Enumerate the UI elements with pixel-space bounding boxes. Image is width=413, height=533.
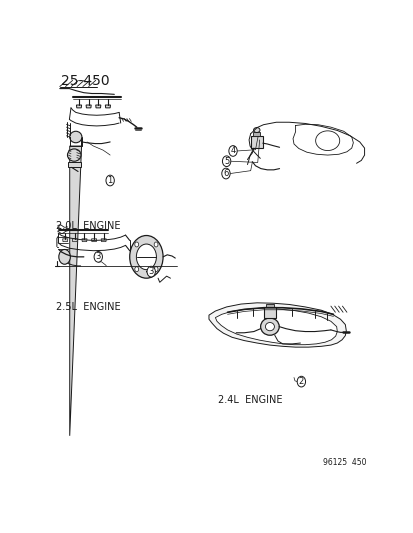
Circle shape xyxy=(136,244,156,270)
Polygon shape xyxy=(209,303,345,347)
Text: 4: 4 xyxy=(230,147,235,156)
Text: 2: 2 xyxy=(298,377,303,386)
Circle shape xyxy=(147,266,155,277)
Polygon shape xyxy=(266,304,273,307)
Polygon shape xyxy=(72,239,77,241)
Circle shape xyxy=(221,168,230,179)
Text: 96125  450: 96125 450 xyxy=(322,458,365,467)
Polygon shape xyxy=(253,132,259,136)
Polygon shape xyxy=(91,239,96,241)
Circle shape xyxy=(129,236,163,278)
Polygon shape xyxy=(101,239,106,241)
Polygon shape xyxy=(86,105,91,108)
Polygon shape xyxy=(263,307,275,318)
Text: 1: 1 xyxy=(107,176,112,185)
Polygon shape xyxy=(76,105,81,108)
Polygon shape xyxy=(250,136,262,148)
Polygon shape xyxy=(69,138,82,436)
Text: 6: 6 xyxy=(223,169,228,178)
Circle shape xyxy=(154,266,158,272)
Polygon shape xyxy=(105,105,110,108)
Text: 2.4L  ENGINE: 2.4L ENGINE xyxy=(217,395,282,405)
Text: 2.0L  ENGINE: 2.0L ENGINE xyxy=(56,221,121,231)
Text: 3: 3 xyxy=(95,252,101,261)
Circle shape xyxy=(297,376,305,387)
Circle shape xyxy=(135,242,138,247)
Text: 3: 3 xyxy=(148,267,154,276)
Circle shape xyxy=(222,156,230,166)
Circle shape xyxy=(135,266,138,272)
Circle shape xyxy=(228,146,237,156)
Text: 2.5L  ENGINE: 2.5L ENGINE xyxy=(56,302,121,312)
Polygon shape xyxy=(95,105,101,108)
Circle shape xyxy=(59,249,70,264)
Polygon shape xyxy=(215,308,337,345)
Text: 25-450: 25-450 xyxy=(61,74,110,88)
Ellipse shape xyxy=(69,131,82,143)
Polygon shape xyxy=(62,239,68,241)
Ellipse shape xyxy=(253,127,259,133)
Polygon shape xyxy=(68,161,81,167)
Ellipse shape xyxy=(265,322,274,330)
Circle shape xyxy=(106,175,114,186)
Polygon shape xyxy=(82,239,87,241)
Ellipse shape xyxy=(67,149,81,161)
Text: 5: 5 xyxy=(223,157,229,166)
Ellipse shape xyxy=(315,131,339,150)
Ellipse shape xyxy=(260,318,278,335)
Circle shape xyxy=(94,252,102,262)
Circle shape xyxy=(154,242,158,247)
